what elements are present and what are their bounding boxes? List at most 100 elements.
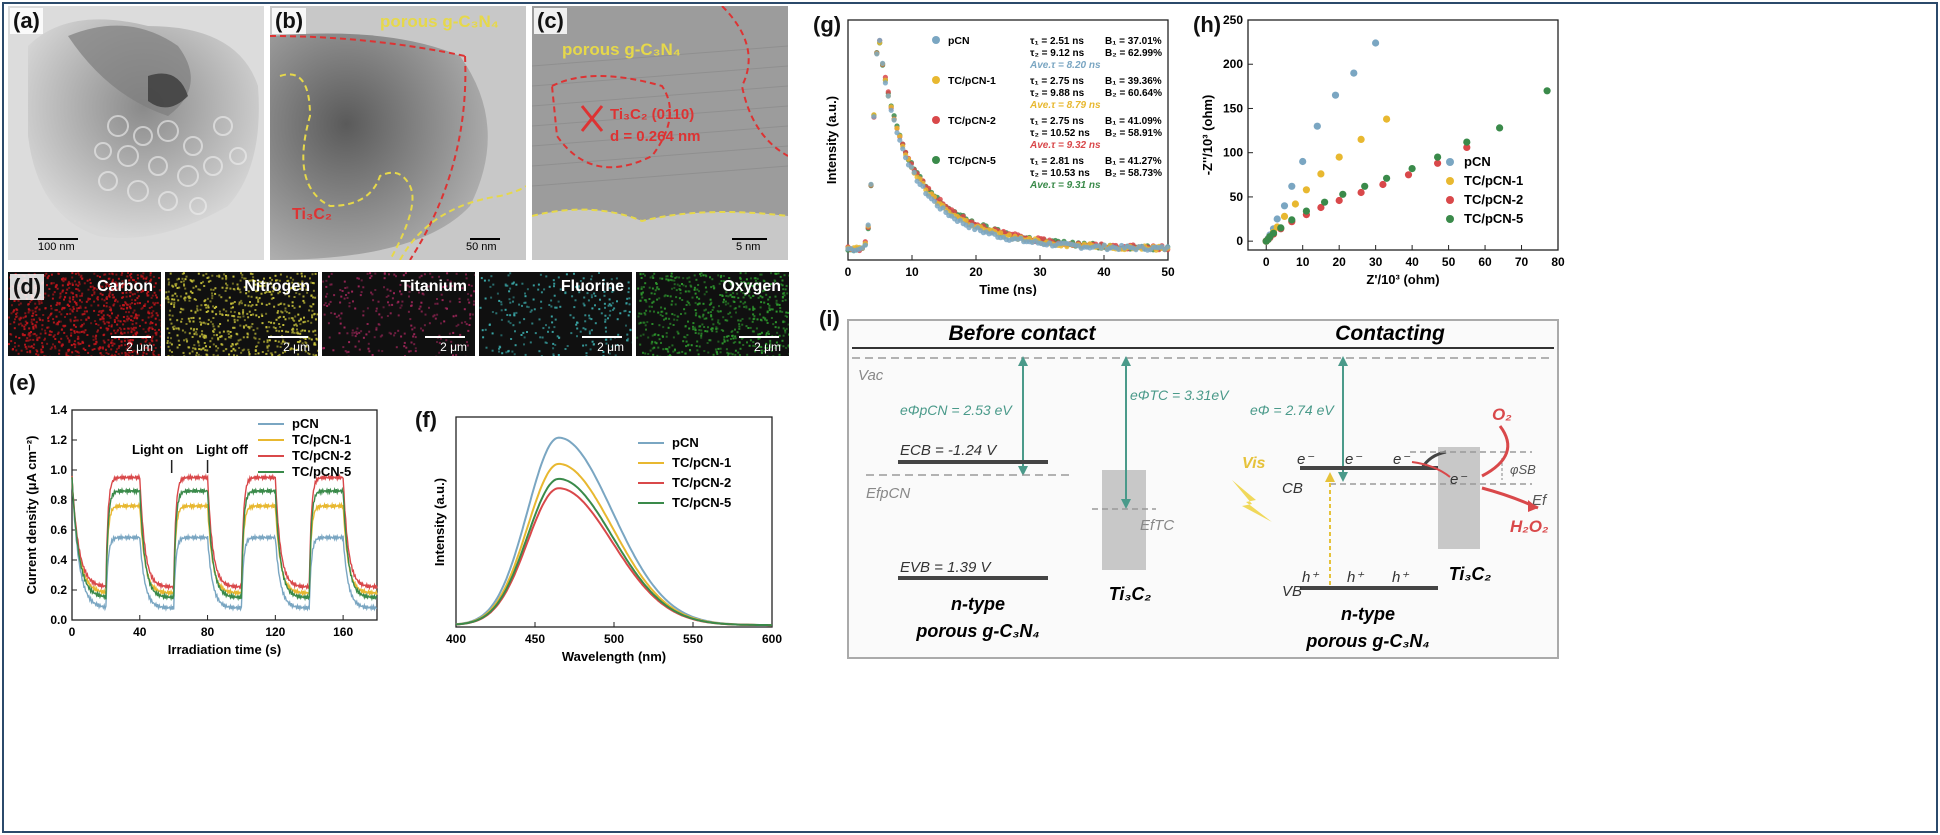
tem-b-texture [270, 6, 526, 260]
y-tick-label: 0.4 [50, 553, 67, 567]
legend-label: TC/pCN-5 [672, 495, 731, 510]
x-tick-label: 10 [905, 265, 919, 279]
decay-point [940, 205, 946, 211]
decay-point [957, 217, 963, 223]
decay-point [1165, 244, 1171, 250]
phi-arrow-head-down [1338, 472, 1348, 482]
decay-point [874, 51, 880, 57]
eds-map-scalebar [425, 336, 465, 338]
lightning-icon [1232, 480, 1272, 522]
decay-point [903, 155, 909, 161]
h2o2-arrow-head [1528, 500, 1538, 512]
nyquist-point [1321, 198, 1329, 206]
nyquist-point [1288, 216, 1296, 224]
decay-point [937, 196, 943, 202]
vac-label: Vac [858, 367, 884, 384]
x-tick-label: 50 [1161, 265, 1175, 279]
x-tick-label: 60 [1478, 255, 1492, 269]
eds-map-title: Oxygen [722, 278, 781, 295]
nyquist-point [1434, 153, 1442, 161]
tem-image-b: (b) porous g-C₃N₄ Ti₃C₂ 50 nm [270, 6, 526, 260]
y-axis-label: Current density (μA cm⁻²) [24, 436, 39, 595]
fit-tau2: τ₂ = 9.88 ns [1030, 88, 1085, 99]
title-before-contact: Before contact [948, 322, 1096, 345]
x-tick-label: 600 [762, 632, 782, 646]
legend-label: pCN [292, 416, 319, 431]
eds-map-title: Nitrogen [244, 278, 310, 295]
decay-point [891, 117, 897, 123]
panel-label-h: (h) [1193, 12, 1222, 37]
panel-label-e: (e) [9, 370, 36, 395]
chart-e-svg: 0 40 80 120 160 0.0 0.2 0.4 0.6 0.8 1.0 1.2 1.4 Irrad… [24, 403, 378, 657]
phi-tc-label: eΦTC = 3.31eV [1130, 387, 1230, 403]
x-tick-label: 0 [69, 625, 76, 639]
series-line-tc-pcn-2 [71, 473, 378, 591]
ef-label: Ef [1532, 492, 1548, 509]
panel-label-i: (i) [819, 306, 840, 331]
nyquist-point [1291, 200, 1299, 208]
y-tick-label: 1.4 [50, 403, 67, 417]
phi-pcn-arrow-head-up [1018, 356, 1028, 366]
x-tick-label: 120 [265, 625, 285, 639]
fit-legend-marker [932, 36, 940, 44]
band-diagram-svg: Before contact Contacting Vac eΦpCN = 2.… [847, 319, 1559, 659]
x-tick-label: 450 [525, 632, 545, 646]
panel-label-d: (d) [10, 274, 45, 300]
chart-g: (g) 0 10 20 30 40 50 Time (ns) Intensity (a.u.)… [810, 6, 1185, 296]
eds-map-dots [479, 272, 632, 356]
chart-f-svg: 400 450 500 550 600 Wavelength (nm) Intensity … [432, 416, 782, 664]
eds-map-scale: 2 μm [754, 340, 781, 354]
nyquist-point [1357, 135, 1365, 143]
chart-h: (h) 0 10 20 30 40 50 60 70 80 0 50 100 150 200 250 Z'/1… [1190, 6, 1565, 296]
fit-series-name: TC/pCN-2 [948, 115, 996, 127]
y-tick-label: 1.0 [50, 463, 67, 477]
eds-map-titanium: Titanium 2 μm [322, 272, 475, 356]
x-axis-label: Wavelength (nm) [562, 649, 666, 664]
legend-marker [1446, 177, 1454, 185]
y-axis-label: Intensity (a.u.) [432, 478, 447, 566]
y-tick-label: 0.8 [50, 493, 67, 507]
phi-pcn-label: eΦpCN = 2.53 eV [900, 402, 1013, 418]
chart-g-svg: 0 10 20 30 40 50 Time (ns) Intensity (a.u.) pCN τ… [824, 19, 1175, 296]
fit-b2: B₂ = 58.73% [1105, 168, 1162, 179]
eds-map-scale: 2 μm [126, 340, 153, 354]
y-tick-label: 1.2 [50, 433, 67, 447]
eds-map-title: Fluorine [560, 278, 624, 295]
nyquist-point [1302, 207, 1310, 215]
scale-bar-c [732, 238, 767, 240]
x-tick-label: 70 [1515, 255, 1529, 269]
fit-tau1: τ₁ = 2.75 ns [1030, 116, 1084, 127]
ntype-label-left: n-type [951, 594, 1005, 614]
electron-label-4: e⁻ [1450, 471, 1467, 488]
porous-label-right: porous g-C₃N₄ [1305, 631, 1429, 651]
eds-maps: (d) Carbon 2 μm Nitrogen 2 μm Titanium 2 μm Fl… [8, 272, 790, 356]
y-tick-label: 50 [1230, 190, 1244, 204]
x-tick-label: 400 [446, 632, 466, 646]
fit-tau1: τ₁ = 2.75 ns [1030, 76, 1084, 87]
legend-label: pCN [672, 435, 699, 450]
decay-point [900, 146, 906, 152]
decay-point [920, 183, 926, 189]
panel-label-f: (f) [415, 407, 437, 432]
fit-average: Ave.τ = 8.79 ns [1029, 100, 1101, 111]
tem-image-c: (c) porous g-C₃N₄ Ti₃C₂ (0110) d = 0.264… [532, 6, 788, 260]
title-contacting: Contacting [1335, 322, 1445, 345]
y-axis-label: -Z''/10³ (ohm) [1200, 95, 1215, 176]
electron-label-2: e⁻ [1345, 451, 1362, 468]
y-tick-label: 100 [1223, 146, 1243, 160]
plot-frame [71, 409, 378, 621]
band-diagram: (i) Before contact Contacting Vac eΦpCN … [810, 300, 1570, 670]
fit-tau1: τ₁ = 2.51 ns [1030, 36, 1084, 47]
nyquist-point [1313, 122, 1321, 130]
eds-map-scalebar [111, 336, 151, 338]
x-tick-label: 40 [1405, 255, 1419, 269]
decay-point [868, 181, 874, 187]
nyquist-point [1273, 215, 1281, 223]
nyquist-point [1280, 212, 1289, 220]
x-tick-label: 0 [845, 265, 852, 279]
phisb-label: φSB [1510, 462, 1536, 477]
legend-marker [1446, 215, 1454, 223]
hole-label-2: h⁺ [1347, 569, 1364, 586]
nyquist-point [1383, 115, 1391, 123]
